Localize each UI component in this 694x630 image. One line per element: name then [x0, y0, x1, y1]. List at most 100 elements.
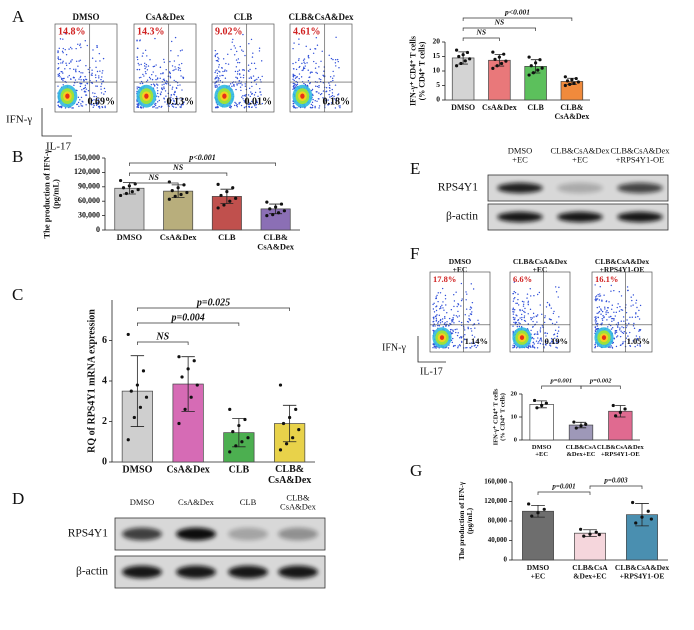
y-tick-label: 10: [511, 413, 518, 420]
event-dot: [322, 97, 324, 99]
event-dot: [333, 75, 335, 77]
event-dot: [294, 107, 297, 109]
event-dot: [635, 313, 637, 315]
event-dot: [96, 44, 98, 47]
event-dot: [521, 300, 524, 303]
event-dot: [595, 322, 597, 324]
event-dot: [444, 316, 446, 318]
event-dot: [513, 321, 515, 324]
event-dot: [473, 336, 476, 338]
event-dot: [331, 92, 334, 94]
event-dot: [217, 77, 219, 79]
axis-arrow: [41, 108, 72, 137]
event-dot: [543, 321, 546, 324]
data-point: [563, 83, 567, 88]
event-dot: [159, 66, 162, 69]
event-dot: [80, 96, 83, 99]
event-dot: [451, 321, 453, 323]
event-dot: [468, 315, 470, 317]
data-point: [461, 53, 465, 57]
significance-label: p<0.001: [504, 8, 530, 17]
event-dot: [251, 56, 254, 58]
data-point: [544, 401, 548, 405]
y-tick-label: 15: [433, 51, 441, 60]
event-dot: [601, 317, 603, 320]
data-point: [530, 514, 534, 518]
data-point: [618, 410, 622, 414]
event-dot: [436, 294, 438, 297]
event-dot: [147, 65, 150, 67]
event-dot: [457, 310, 459, 313]
event-dot: [444, 317, 446, 319]
event-dot: [138, 64, 140, 66]
event-dot: [302, 59, 305, 61]
event-dot: [318, 105, 321, 107]
event-dot: [539, 339, 541, 342]
event-dot: [161, 105, 163, 108]
event-dot: [236, 77, 239, 80]
event-dot: [136, 88, 138, 90]
lane-label: CLB&CsA&Dex +RPS4Y1-OE: [610, 145, 670, 164]
event-dot: [444, 294, 447, 297]
event-dot: [453, 305, 455, 308]
event-dot: [257, 76, 260, 79]
event-dot: [456, 305, 458, 308]
event-dot: [83, 91, 86, 93]
event-dot: [57, 73, 59, 76]
flow-title: CLB&CsA&Dex: [289, 12, 354, 22]
event-dot: [79, 75, 82, 78]
event-dot: [215, 53, 217, 55]
event-dot: [329, 96, 331, 98]
event-dot: [517, 304, 520, 306]
event-dot: [293, 102, 295, 105]
y-axis-label: IFN-γ⁺ CD4⁺ T cells(% CD4⁺ T cells): [493, 388, 507, 445]
event-dot: [515, 347, 518, 349]
event-dot: [433, 343, 435, 346]
event-dot: [512, 292, 514, 295]
flow-y-label: IFN-γ: [6, 114, 32, 126]
event-dot: [443, 309, 445, 311]
event-dot: [250, 62, 253, 65]
event-dot: [80, 103, 82, 105]
y-tick-label: 120,000: [74, 167, 100, 176]
event-dot: [512, 347, 514, 349]
event-dot: [236, 84, 238, 86]
data-point: [574, 76, 578, 81]
upper-left-percent: 9.02%: [215, 26, 243, 37]
event-dot: [58, 74, 61, 77]
event-dot: [240, 76, 242, 79]
event-dot: [181, 103, 183, 106]
event-dot: [141, 82, 144, 85]
data-point: [192, 359, 196, 363]
data-point: [463, 59, 467, 63]
event-dot: [162, 78, 165, 81]
data-point: [170, 189, 174, 193]
event-dot: [214, 78, 216, 80]
event-dot: [231, 85, 233, 88]
event-dot: [137, 106, 140, 108]
event-dot: [79, 44, 81, 47]
event-dot: [154, 104, 157, 107]
event-dot: [327, 99, 329, 101]
event-dot: [156, 87, 158, 89]
event-dot: [432, 329, 435, 332]
event-dot: [148, 76, 151, 79]
event-dot: [155, 95, 158, 97]
event-dot: [540, 337, 542, 339]
event-dot: [181, 49, 183, 51]
event-dot: [238, 80, 241, 82]
x-tick-label: DMSO +EC: [527, 563, 550, 580]
event-dot: [319, 93, 322, 96]
event-dot: [513, 281, 515, 283]
event-dot: [457, 347, 459, 349]
event-dot: [332, 70, 334, 73]
event-dot: [618, 310, 621, 312]
event-dot: [531, 317, 534, 319]
event-dot: [103, 93, 105, 95]
event-dot: [458, 315, 461, 317]
band: [557, 182, 603, 194]
event-dot: [86, 44, 88, 47]
event-dot: [225, 70, 228, 72]
event-dot: [546, 332, 549, 335]
event-dot: [155, 102, 157, 105]
